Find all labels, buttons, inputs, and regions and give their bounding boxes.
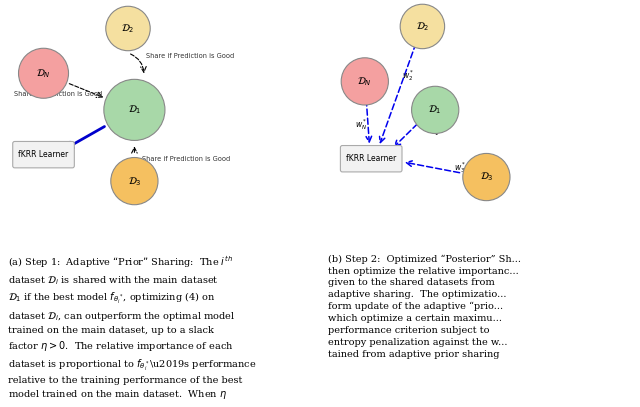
Text: fKRR Learner: fKRR Learner: [19, 150, 68, 159]
Text: $w_N^*$: $w_N^*$: [355, 117, 367, 131]
FancyBboxPatch shape: [340, 146, 402, 172]
Text: $\mathcal{D}_1$: $\mathcal{D}_1$: [127, 103, 141, 116]
Text: $w_3^*$: $w_3^*$: [454, 160, 467, 175]
Text: $\mathcal{D}_3$: $\mathcal{D}_3$: [479, 171, 493, 184]
Text: $\mathcal{D}_2$: $\mathcal{D}_2$: [415, 20, 429, 33]
Circle shape: [19, 48, 68, 98]
Text: $\mathcal{D}_1$: $\mathcal{D}_1$: [428, 103, 442, 116]
Text: (a) Step 1:  Adaptive “Prior” Sharing:  The $i^{th}$
dataset $\mathcal{D}_i$ is : (a) Step 1: Adaptive “Prior” Sharing: Th…: [8, 254, 257, 407]
Text: fKRR Learner: fKRR Learner: [346, 154, 396, 163]
Text: $\mathcal{D}_3$: $\mathcal{D}_3$: [127, 175, 141, 188]
Text: (b) Step 2:  Optimized “Posterior” Sh...
then optimize the relative importanc...: (b) Step 2: Optimized “Posterior” Sh... …: [328, 254, 521, 359]
Text: Share if Prediction is Good: Share if Prediction is Good: [142, 156, 230, 162]
Circle shape: [104, 79, 165, 140]
Text: $\mathcal{D}_N$: $\mathcal{D}_N$: [36, 67, 51, 80]
Text: Share if Prediction is Good: Share if Prediction is Good: [146, 53, 234, 59]
Text: $w_1^*$: $w_1^*$: [428, 123, 440, 138]
Circle shape: [400, 4, 445, 49]
Circle shape: [341, 58, 388, 105]
Text: $\mathcal{D}_N$: $\mathcal{D}_N$: [357, 75, 372, 88]
Circle shape: [111, 158, 158, 205]
Text: Share if Prediction is Good: Share if Prediction is Good: [14, 91, 102, 96]
Circle shape: [463, 153, 510, 201]
Text: $\mathcal{D}_2$: $\mathcal{D}_2$: [121, 22, 135, 35]
FancyBboxPatch shape: [13, 142, 74, 168]
Circle shape: [412, 86, 459, 133]
Circle shape: [106, 6, 150, 51]
Text: $w_2^*$: $w_2^*$: [402, 68, 414, 83]
